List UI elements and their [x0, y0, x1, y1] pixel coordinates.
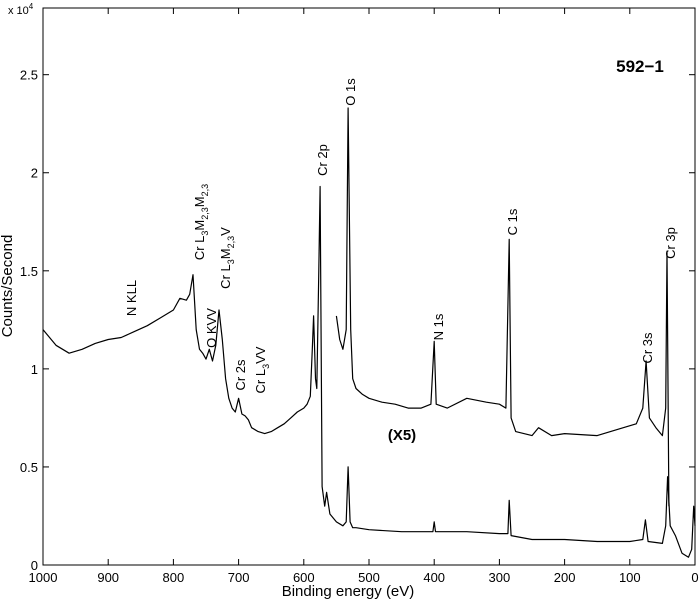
y-scale-label: x 104: [8, 2, 34, 17]
y-axis-label: Counts/Second: [0, 235, 16, 338]
x-tick-label: 400: [423, 570, 445, 585]
scale-note: (X5): [388, 427, 416, 444]
y-tick-label: 0: [31, 558, 38, 573]
x-tick-label: 100: [619, 570, 641, 585]
x-tick-label: 900: [97, 570, 119, 585]
peak-label-text: Cr L: [192, 236, 207, 261]
x-tick-label: 600: [293, 570, 315, 585]
plot-frame: [42, 7, 696, 566]
peak-label-text: V: [218, 227, 233, 236]
peak-label-text: Cr 2p: [315, 144, 330, 176]
peak-label: N 1s: [431, 313, 446, 340]
peak-label-text: M: [192, 196, 207, 207]
peak-label-subscript: 3: [200, 231, 210, 236]
peak-label-text: VV: [253, 346, 268, 364]
peak-label-subscript: 3: [226, 259, 236, 264]
sample-label: 592−1: [616, 57, 664, 76]
spectrum-line: [42, 185, 696, 558]
x-tick-label: 200: [554, 570, 576, 585]
x-axis-label: Binding energy (eV): [282, 583, 415, 600]
peak-label: Cr L3VV: [253, 346, 271, 393]
peak-label: Cr 2s: [233, 359, 248, 391]
y-tick-label: 1: [31, 362, 38, 377]
x-tick-label: 700: [228, 570, 250, 585]
x-tick-label: 300: [489, 570, 511, 585]
y-scale-exponent: 4: [29, 2, 34, 11]
peak-label: C 1s: [505, 208, 520, 235]
y-tick-label: 0.5: [20, 460, 38, 475]
peak-label-text: O 1s: [343, 78, 358, 106]
x-tick-label: 800: [163, 570, 185, 585]
y-tick-label: 2.5: [20, 68, 38, 83]
peak-label: Cr 3p: [663, 227, 678, 259]
peak-label: Cr 3s: [640, 332, 655, 364]
y-scale-base: x 10: [8, 5, 29, 17]
peak-label-text: M: [192, 220, 207, 231]
peak-label: O 1s: [343, 78, 358, 106]
y-tick-label: 1.5: [20, 264, 38, 279]
x-tick-label: 0: [691, 570, 698, 585]
peak-label-text: N 1s: [431, 313, 446, 340]
spectrum-line: [335, 107, 670, 507]
peak-label-text: Cr L: [218, 264, 233, 289]
y-tick-label: 2: [31, 166, 38, 181]
peak-label: Cr L3M2,3V: [218, 227, 236, 289]
peak-label-subscript: 2,3: [200, 207, 210, 220]
peak-label-text: Cr L: [253, 369, 268, 394]
peak-label-text: N KLL: [124, 280, 139, 316]
peak-label-text: M: [218, 248, 233, 259]
peak-label-text: Cr 2s: [233, 359, 248, 391]
peak-label-text: Cr 3s: [640, 332, 655, 364]
peak-label-subscript: 2,3: [200, 184, 210, 197]
x-tick-label: 1000: [29, 570, 58, 585]
x-tick-label: 500: [358, 570, 380, 585]
peak-label: O KVV: [204, 308, 219, 348]
peak-label-text: C 1s: [505, 208, 520, 235]
peak-label-text: Cr 3p: [663, 227, 678, 259]
peak-label: Cr L3M2,3M2,3: [192, 184, 210, 260]
peak-label: N KLL: [124, 280, 139, 316]
peak-label-text: O KVV: [204, 308, 219, 348]
peak-label-subscript: 2,3: [226, 236, 236, 249]
peak-label-subscript: 3: [261, 364, 271, 369]
peak-label: Cr 2p: [315, 144, 330, 176]
